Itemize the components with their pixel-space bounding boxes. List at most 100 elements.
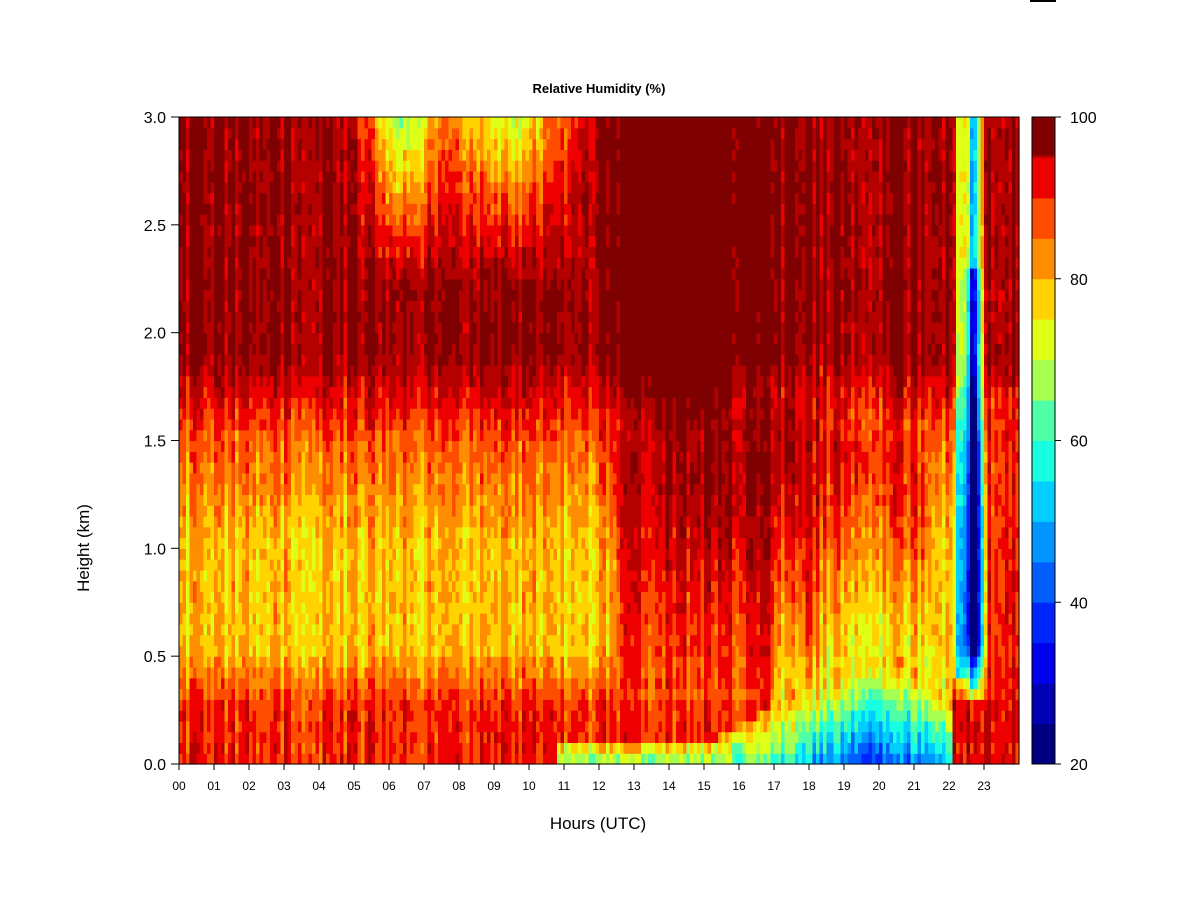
heatmap-cell <box>263 451 268 463</box>
heatmap-cell <box>399 429 404 442</box>
heatmap-cell <box>322 462 327 474</box>
heatmap-cell <box>406 677 411 690</box>
heatmap-cell <box>301 127 306 140</box>
heatmap-cell <box>417 257 422 269</box>
heatmap-cell <box>399 666 404 679</box>
heatmap-cell <box>252 494 257 506</box>
heatmap-cell <box>249 569 254 582</box>
heatmap-cell <box>448 559 453 571</box>
heatmap-cell <box>235 138 240 150</box>
heatmap-cell <box>284 289 289 301</box>
heatmap-cell <box>200 311 205 323</box>
heatmap-cell <box>252 267 257 280</box>
heatmap-cell <box>291 548 296 560</box>
heatmap-cell <box>252 375 257 388</box>
heatmap-cell <box>410 311 415 323</box>
heatmap-cell <box>441 246 446 258</box>
heatmap-cell <box>294 462 299 474</box>
heatmap-cell <box>378 526 383 539</box>
heatmap-cell <box>189 408 194 420</box>
heatmap-cell <box>305 343 310 355</box>
heatmap-cell <box>231 224 236 237</box>
heatmap-cell <box>371 386 376 398</box>
heatmap-cell <box>357 699 362 711</box>
heatmap-cell <box>270 623 275 636</box>
heatmap-cell <box>399 365 404 377</box>
heatmap-cell <box>294 559 299 571</box>
heatmap-cell <box>249 246 254 258</box>
heatmap-cell <box>364 203 369 215</box>
heatmap-cell <box>466 235 471 247</box>
heatmap-cell <box>266 311 271 323</box>
heatmap-cell <box>280 602 285 614</box>
heatmap-cell <box>462 591 467 603</box>
heatmap-cell <box>403 505 408 517</box>
heatmap-cell <box>455 235 460 247</box>
heatmap-cell <box>347 203 352 215</box>
heatmap-cell <box>224 332 229 345</box>
heatmap-cell <box>249 720 254 733</box>
heatmap-cell <box>333 483 338 496</box>
heatmap-cell <box>308 505 313 517</box>
heatmap-cell <box>434 418 439 431</box>
heatmap-cell <box>385 526 390 539</box>
heatmap-cell <box>200 731 205 744</box>
heatmap-cell <box>291 429 296 442</box>
heatmap-cell <box>459 246 464 258</box>
heatmap-cell <box>392 429 397 442</box>
heatmap-cell <box>252 483 257 496</box>
heatmap-cell <box>452 559 457 571</box>
heatmap-cell <box>287 613 292 625</box>
heatmap-cell <box>235 246 240 258</box>
heatmap-cell <box>210 278 215 291</box>
heatmap-cell <box>308 117 313 129</box>
heatmap-cell <box>280 257 285 269</box>
heatmap-cell <box>375 300 380 312</box>
heatmap-cell <box>238 623 243 636</box>
heatmap-cell <box>200 300 205 312</box>
heatmap-cell <box>280 386 285 398</box>
heatmap-cell <box>403 321 408 334</box>
heatmap-cell <box>347 321 352 334</box>
heatmap-cell <box>305 429 310 442</box>
heatmap-cell <box>245 408 250 420</box>
heatmap-cell <box>179 289 184 301</box>
heatmap-cell <box>277 451 282 463</box>
heatmap-cell <box>193 710 198 722</box>
heatmap-cell <box>361 688 366 700</box>
heatmap-cell <box>347 224 352 237</box>
heatmap-cell <box>343 343 348 355</box>
heatmap-cell <box>280 753 285 765</box>
heatmap-cell <box>301 580 306 593</box>
heatmap-cell <box>189 688 194 700</box>
heatmap-cell <box>392 451 397 463</box>
heatmap-cell <box>329 375 334 388</box>
heatmap-cell <box>200 375 205 388</box>
heatmap-cell <box>364 731 369 744</box>
heatmap-cell <box>231 580 236 593</box>
heatmap-cell <box>277 354 282 366</box>
heatmap-cell <box>203 429 208 442</box>
heatmap-cell <box>305 591 310 603</box>
heatmap-cell <box>466 300 471 312</box>
heatmap-cell <box>448 375 453 388</box>
heatmap-cell <box>186 440 191 452</box>
heatmap-cell <box>431 170 436 183</box>
heatmap-cell <box>238 515 243 528</box>
heatmap-cell <box>413 505 418 517</box>
heatmap-cell <box>396 613 401 625</box>
heatmap-cell <box>224 505 229 517</box>
heatmap-cell <box>217 354 222 366</box>
heatmap-cell <box>207 462 212 474</box>
heatmap-cell <box>235 440 240 452</box>
heatmap-cell <box>343 688 348 700</box>
heatmap-cell <box>350 720 355 733</box>
heatmap-cell <box>434 408 439 420</box>
heatmap-cell <box>340 505 345 517</box>
heatmap-cell <box>466 138 471 150</box>
heatmap-cell <box>245 656 250 668</box>
heatmap-cell <box>319 332 324 345</box>
heatmap-cell <box>249 278 254 291</box>
heatmap-cell <box>319 429 324 442</box>
heatmap-cell <box>284 462 289 474</box>
